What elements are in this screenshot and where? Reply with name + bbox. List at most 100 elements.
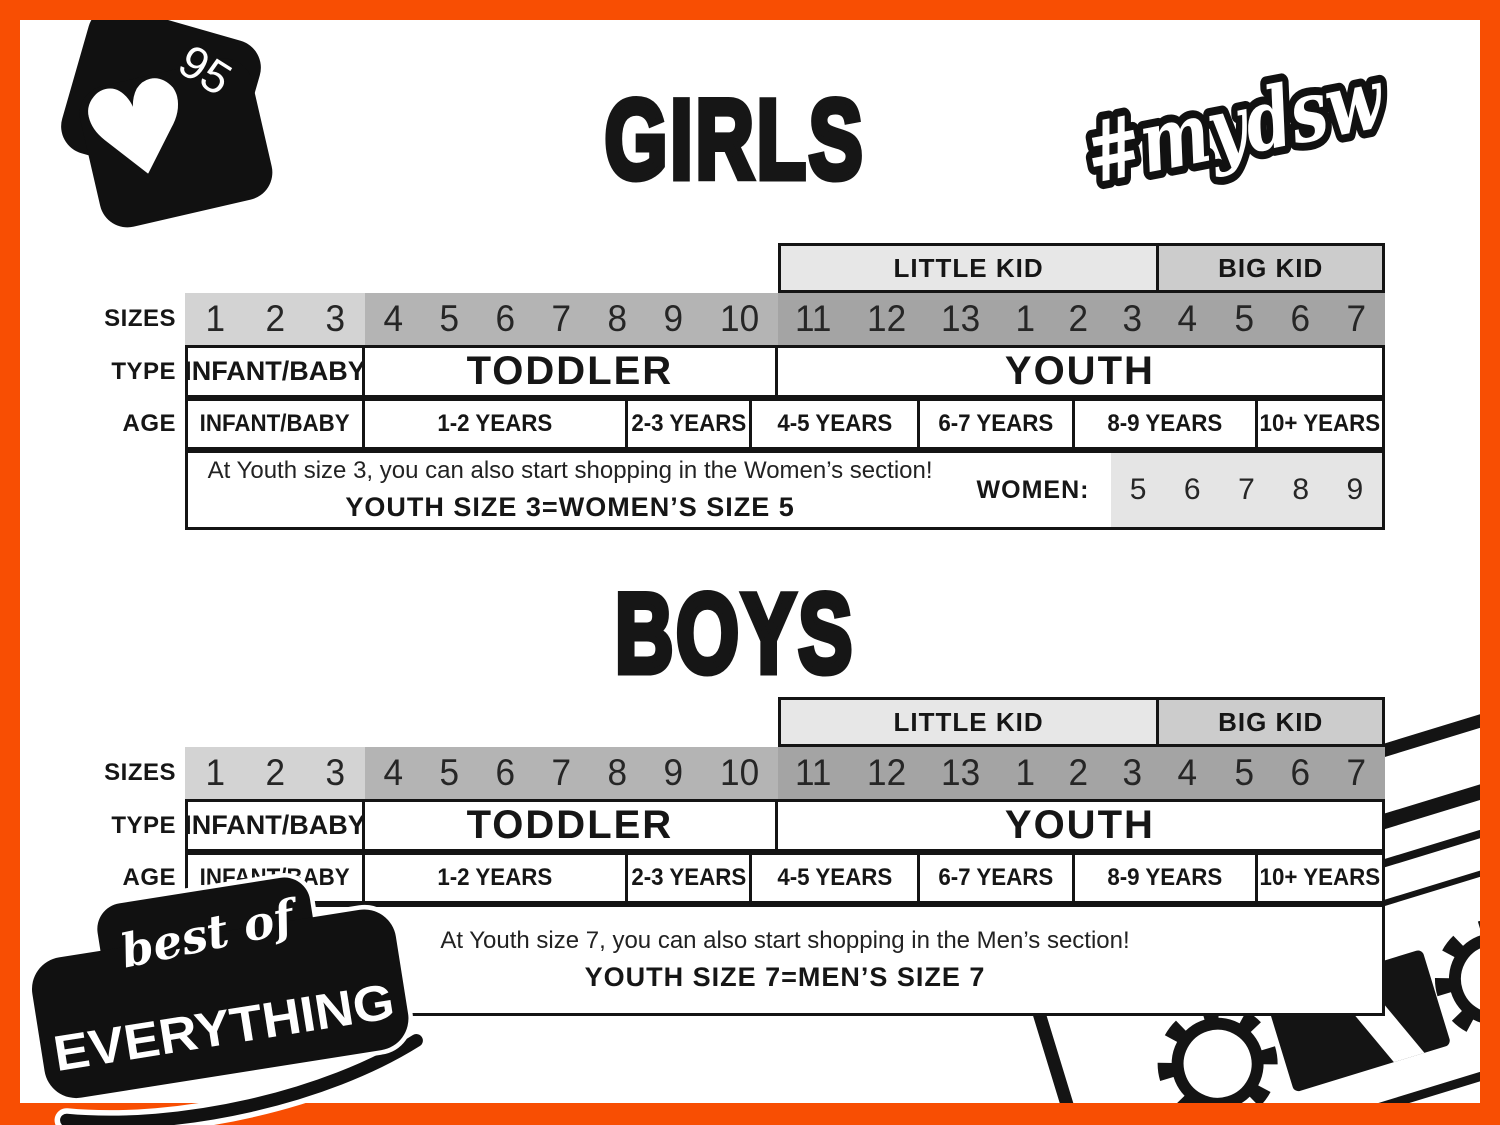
boys-size-value: 3 <box>1122 752 1143 793</box>
boys-row-label-sizes: SIZES <box>104 759 176 786</box>
boys-size-group-toddler: 4 5 6 7 8 9 10 <box>365 747 778 799</box>
boys-age-label: 8-9 YEARS <box>1107 864 1223 891</box>
boys-size-value: 9 <box>663 752 683 793</box>
girls-size-value: 7 <box>1346 298 1367 339</box>
boys-section-title: BOYS <box>612 571 856 696</box>
girls-age-cell: INFANT/BABY <box>185 398 365 450</box>
boys-size-value: 11 <box>795 752 832 793</box>
sticker-underline <box>60 1034 423 1125</box>
girls-age-cell: 2-3 YEARS <box>627 398 752 450</box>
boys-size-value: 8 <box>607 752 627 793</box>
girls-age-label: 8-9 YEARS <box>1107 410 1223 437</box>
girls-size-value: 4 <box>1177 298 1198 339</box>
girls-age-label: INFANT/BABY <box>199 410 351 437</box>
boys-size-value: 1 <box>205 752 225 793</box>
girls-type-cell: TODDLER <box>365 345 778 398</box>
girls-age-cell: 10+ YEARS <box>1257 398 1385 450</box>
boys-type-cell: YOUTH <box>777 799 1385 852</box>
women-sizes-box: 5 6 7 8 9 <box>1110 453 1382 527</box>
boys-size-value: 3 <box>325 752 345 793</box>
boys-age-label: 1-2 YEARS <box>437 864 553 891</box>
women-size-value: 8 <box>1292 473 1310 506</box>
girls-note-line-1: At Youth size 3, you can also start shop… <box>207 457 933 484</box>
girls-size-group-toddler: 4 5 6 7 8 9 10 <box>365 293 778 345</box>
boys-size-value: 4 <box>1177 752 1198 793</box>
boys-kid-group-header: BIG KID <box>1159 697 1385 747</box>
girls-row-label-age: AGE <box>122 410 176 437</box>
boys-row-label-type: TYPE <box>111 811 176 839</box>
girls-age-cell: 4-5 YEARS <box>752 398 920 450</box>
boys-type-cell: INFANT/BABY <box>184 799 366 852</box>
boys-size-value: 4 <box>383 752 403 793</box>
boys-size-value: 7 <box>1346 752 1367 793</box>
boys-size-value: 10 <box>719 752 760 793</box>
boys-age-label: 2-3 YEARS <box>630 864 746 891</box>
girls-age-cell: 6-7 YEARS <box>920 398 1076 450</box>
frame-border-left <box>0 0 20 1125</box>
women-label: WOMEN: <box>976 475 1090 504</box>
girls-section-title: GIRLS <box>602 77 866 202</box>
girls-size-value: 12 <box>867 298 907 339</box>
boys-age-label: 6-7 YEARS <box>938 864 1054 891</box>
girls-row-label-sizes: SIZES <box>104 305 176 332</box>
girls-size-value: 3 <box>1122 298 1143 339</box>
likes-tag-sticker: ♥ 95 <box>30 5 310 245</box>
boys-kid-group-header: LITTLE KID <box>777 697 1160 747</box>
tag-shape-front <box>79 58 273 228</box>
mydsw-hashtag-sticker: #mydsw #mydsw #mydsw <box>1061 25 1408 240</box>
boys-row-label-age: AGE <box>122 864 176 891</box>
girls-size-value: 13 <box>941 298 981 339</box>
girls-size-value: 2 <box>265 298 285 339</box>
boys-size-value: 5 <box>439 752 459 793</box>
girls-note-row: At Youth size 3, you can also start shop… <box>185 450 1385 530</box>
boys-age-label: 4-5 YEARS <box>777 864 892 891</box>
girls-age-label: 6-7 YEARS <box>938 410 1054 437</box>
girls-age-label: 4-5 YEARS <box>777 410 892 437</box>
boys-type-cell: TODDLER <box>365 799 778 852</box>
girls-row-label-type: TYPE <box>111 357 176 385</box>
girls-note-text: At Youth size 3, you can also start shop… <box>188 453 952 527</box>
girls-kid-group-header: BIG KID <box>1159 243 1385 293</box>
girls-size-value: 7 <box>551 298 571 339</box>
boys-size-value: 6 <box>1290 752 1311 793</box>
cassette-spool-left <box>1157 1003 1278 1124</box>
women-size-value: 6 <box>1183 473 1201 506</box>
boys-size-value: 12 <box>867 752 907 793</box>
boys-size-value: 6 <box>495 752 515 793</box>
girls-size-value: 11 <box>795 298 832 339</box>
hashtag-text: #mydsw <box>1077 48 1392 203</box>
girls-size-value: 6 <box>1290 298 1311 339</box>
boys-age-cell: 6-7 YEARS <box>920 852 1076 904</box>
girls-size-value: 1 <box>205 298 225 339</box>
girls-age-label: 10+ YEARS <box>1259 410 1381 437</box>
boys-note-line-1: At Youth size 7, you can also start shop… <box>440 927 1130 954</box>
boys-age-cell: 1-2 YEARS <box>365 852 628 904</box>
sticker-blob-main-fill <box>31 909 409 1099</box>
boys-size-value: 2 <box>265 752 285 793</box>
girls-size-group-little-kid: 11 12 13 1 2 3 <box>777 293 1160 345</box>
boys-age-cell: 4-5 YEARS <box>752 852 920 904</box>
girls-age-cell: 8-9 YEARS <box>1075 398 1258 450</box>
women-size-value: 9 <box>1346 473 1364 506</box>
girls-size-value: 3 <box>325 298 345 339</box>
boys-size-value: 7 <box>551 752 571 793</box>
boys-age-cell: 8-9 YEARS <box>1075 852 1258 904</box>
girls-size-value: 10 <box>719 298 760 339</box>
girls-size-value: 6 <box>495 298 515 339</box>
girls-note-line-2: YOUTH SIZE 3=WOMEN’S SIZE 5 <box>345 492 795 522</box>
frame-border-bottom <box>0 1103 1500 1125</box>
girls-size-value: 4 <box>383 298 403 339</box>
girls-type-cell: YOUTH <box>777 345 1385 398</box>
girls-type-cell: INFANT/BABY <box>184 345 366 398</box>
girls-age-label: 2-3 YEARS <box>630 410 746 437</box>
boys-age-label: 10+ YEARS <box>1259 864 1381 891</box>
boys-size-value: 1 <box>1015 752 1035 793</box>
women-size-value: 5 <box>1129 473 1147 506</box>
boys-size-group-little-kid: 11 12 13 1 2 3 <box>777 747 1160 799</box>
girls-size-value: 2 <box>1068 298 1089 339</box>
boys-age-cell: 10+ YEARS <box>1257 852 1385 904</box>
